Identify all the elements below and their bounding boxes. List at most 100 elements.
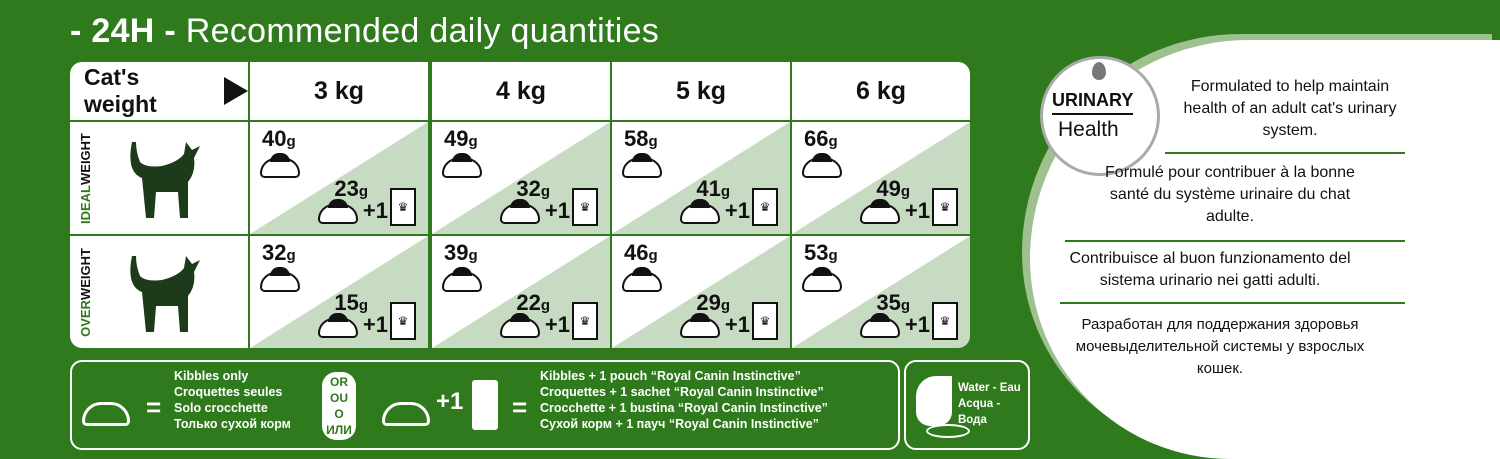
unit: g xyxy=(900,183,910,200)
plus-one: +1 xyxy=(904,312,930,337)
bowl-icon xyxy=(318,199,358,224)
wet-value: 49 xyxy=(876,176,901,201)
bowl-icon xyxy=(860,313,900,338)
water-bowl-icon xyxy=(926,424,970,438)
plus-one: +1 xyxy=(544,312,570,337)
or-fr: OU xyxy=(330,391,348,405)
unit: g xyxy=(720,183,730,200)
plus-one: +1 xyxy=(724,198,750,223)
wet-value: 22 xyxy=(516,290,541,315)
unit: g xyxy=(286,247,296,264)
row-label: OVERWEIGHT xyxy=(70,236,248,348)
feeding-table: Cat's weight 3 kg 4 kg 5 kg 6 kg IDEALWEIGHT… xyxy=(70,62,974,350)
wet-kibble-quantity: 23g xyxy=(334,176,368,202)
dry-value: 32 xyxy=(262,240,287,265)
bowl-icon xyxy=(802,153,842,178)
badge-line1: URINARY xyxy=(1052,90,1134,115)
pouch-icon: ♛ xyxy=(752,188,778,226)
bowl-icon xyxy=(260,153,300,178)
bowl-icon xyxy=(500,313,540,338)
unit: g xyxy=(828,133,838,150)
quantity-cell: 66g 49g +1 ♛ xyxy=(792,122,970,234)
wet-kibble-quantity: 32g xyxy=(516,176,550,202)
bowl-icon xyxy=(82,402,130,426)
row-label-vertical: IDEALWEIGHT xyxy=(78,133,93,224)
header-weight: 5 kg xyxy=(612,62,790,120)
claim-en: Formulated to help maintain health of an… xyxy=(1183,78,1397,139)
quantity-cell: 40g 23g +1 ♛ xyxy=(250,122,428,234)
plus-one: +1 xyxy=(724,312,750,337)
cat-silhouette-icon xyxy=(130,256,200,332)
dry-quantity: 32g xyxy=(262,240,296,266)
pouch-icon: ♛ xyxy=(932,302,958,340)
wet-value: 32 xyxy=(516,176,541,201)
kibbles-fr: Croquettes seules xyxy=(174,385,283,399)
or-ru: ИЛИ xyxy=(326,423,352,437)
unit: g xyxy=(720,297,730,314)
plus-one: +1 xyxy=(362,312,388,337)
unit: g xyxy=(468,133,478,150)
bowl-icon xyxy=(802,267,842,292)
dry-value: 66 xyxy=(804,126,829,151)
bowl-icon xyxy=(318,313,358,338)
dry-quantity: 39g xyxy=(444,240,478,266)
quantity-cell: 49g 32g +1 ♛ xyxy=(432,122,610,234)
unit: g xyxy=(828,247,838,264)
dry-value: 49 xyxy=(444,126,469,151)
mixed-en: Kibbles + 1 pouch “Royal Canin Instincti… xyxy=(540,369,801,383)
pouch-icon: ♛ xyxy=(932,188,958,226)
legend-box: = Kibbles only Croquettes seules Solo cr… xyxy=(70,360,900,450)
row-label-text: OVERWEIGHT xyxy=(74,236,96,348)
mixed-ru: Сухой корм + 1 пауч “Royal Canin Instinc… xyxy=(540,417,819,431)
wet-kibble-quantity: 49g xyxy=(876,176,910,202)
wet-value: 41 xyxy=(696,176,721,201)
row-label: IDEALWEIGHT xyxy=(70,122,248,234)
claim-fr: Formulé pour contribuer à la bonne santé… xyxy=(1105,164,1355,225)
wet-value: 29 xyxy=(696,290,721,315)
bowl-icon xyxy=(680,313,720,338)
claim-it: Contribuisce al buon funzionamento del s… xyxy=(1069,250,1351,289)
unit: g xyxy=(286,133,296,150)
or-badge: OR OU O ИЛИ xyxy=(322,372,356,440)
label-a: IDEAL xyxy=(77,184,93,224)
dry-value: 46 xyxy=(624,240,649,265)
dry-value: 58 xyxy=(624,126,649,151)
divider xyxy=(1165,152,1405,154)
or-it: O xyxy=(334,407,344,421)
unit: g xyxy=(358,297,368,314)
pouch-icon: ♛ xyxy=(390,188,416,226)
header-weight: 6 kg xyxy=(792,62,970,120)
dry-value: 53 xyxy=(804,240,829,265)
kibbles-only-text: Kibbles only Croquettes seules Solo croc… xyxy=(174,368,291,432)
plus-one: +1 xyxy=(436,388,464,415)
dry-quantity: 40g xyxy=(262,126,296,152)
dry-value: 40 xyxy=(262,126,287,151)
page-title: - 24H - Recommended daily quantities xyxy=(70,12,659,51)
pouch-icon: ♛ xyxy=(572,302,598,340)
unit: g xyxy=(468,247,478,264)
quantity-cell: 39g 22 g +1 ♛ xyxy=(432,236,610,348)
bowl-icon xyxy=(860,199,900,224)
dry-quantity: 53g xyxy=(804,240,838,266)
plus-one: +1 xyxy=(544,198,570,223)
pouch-icon: ♛ xyxy=(752,302,778,340)
bowl-icon xyxy=(442,267,482,292)
header-weight: 4 kg xyxy=(432,62,610,120)
water-box: Water - Eau Acqua - Вода xyxy=(904,360,1030,450)
bowl-icon xyxy=(382,402,430,426)
water-it-ru: Acqua - Вода xyxy=(958,398,1001,426)
pouch-icon xyxy=(472,380,498,430)
badge-line2: Health xyxy=(1058,118,1119,141)
arrow-right-icon xyxy=(224,77,248,105)
unit: g xyxy=(648,247,658,264)
bowl-icon xyxy=(500,199,540,224)
header-label: Cat's weight xyxy=(84,64,157,117)
claim-ru: Разработан для поддержания здоровья моче… xyxy=(1075,316,1365,377)
wet-value: 15 xyxy=(334,290,359,315)
quantity-cell: 32g 15g +1 ♛ xyxy=(250,236,428,348)
water-text: Water - Eau Acqua - Вода xyxy=(958,380,1028,428)
title-text: Recommended daily quantities xyxy=(185,12,660,50)
water-drop-icon xyxy=(1092,62,1106,80)
or-en: OR xyxy=(330,375,348,389)
bowl-icon xyxy=(622,267,662,292)
